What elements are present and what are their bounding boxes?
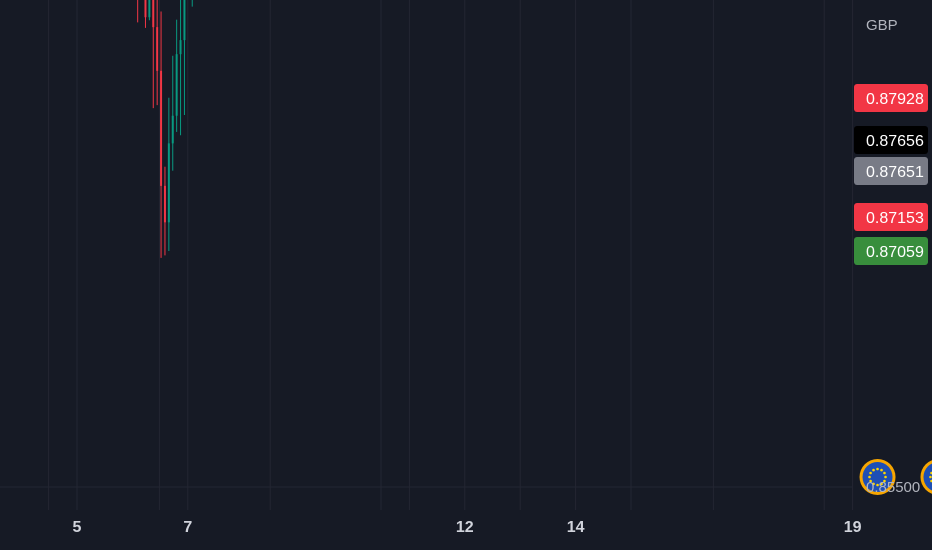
- price-tag-bg: [854, 203, 928, 231]
- candle[interactable]: [144, 0, 147, 28]
- price-tag-last-price: 0.87656: [854, 126, 928, 154]
- date-tick-label[interactable]: 14: [567, 519, 585, 536]
- candle[interactable]: [148, 0, 151, 21]
- date-tick-label[interactable]: 12: [456, 519, 474, 536]
- date-tick-label[interactable]: 5: [73, 519, 82, 536]
- eu-star: [876, 467, 879, 471]
- economic-events[interactable]: [859, 419, 932, 495]
- candle[interactable]: [183, 0, 186, 116]
- eu-flag-icon[interactable]: [920, 459, 932, 495]
- candle[interactable]: [175, 19, 178, 132]
- eu-star: [872, 468, 875, 472]
- eu-star: [868, 475, 871, 479]
- candle[interactable]: [156, 0, 159, 106]
- candle[interactable]: [171, 55, 174, 171]
- price-tag-support: 0.87153: [854, 203, 928, 231]
- candlestick-series[interactable]: [0, 0, 867, 258]
- event-flag-face: [862, 462, 893, 492]
- price-tag-label: 0.87656: [866, 133, 924, 150]
- price-tag-label: 0.87651: [866, 164, 924, 181]
- price-tag-label: 0.87928: [866, 91, 924, 108]
- candle[interactable]: [160, 11, 163, 258]
- eu-star: [883, 479, 886, 483]
- candle[interactable]: [152, 0, 155, 109]
- candle-body: [171, 115, 174, 144]
- candle-body: [148, 0, 151, 18]
- eu-star: [880, 482, 883, 486]
- candle-body: [144, 0, 147, 18]
- price-tag-bg: [854, 157, 928, 185]
- price-tags: 0.87928 0.87656 0.87651 0.87153 0.87059: [854, 84, 928, 265]
- candle-body: [156, 27, 159, 71]
- eu-flag-icon[interactable]: [859, 459, 896, 495]
- price-tag-bg: [854, 237, 928, 265]
- event-flag-face: [923, 463, 932, 491]
- time-axis[interactable]: 5712141921: [73, 519, 932, 536]
- eu-star: [883, 471, 886, 475]
- eu-star: [880, 468, 883, 472]
- price-tick-label: 0.85500: [866, 479, 920, 496]
- date-tick-label[interactable]: 19: [844, 519, 862, 536]
- eu-star: [872, 482, 875, 486]
- candle-body: [163, 185, 166, 223]
- eu-star: [884, 475, 887, 479]
- price-tag-label: 0.87153: [866, 210, 924, 227]
- candle[interactable]: [167, 97, 170, 252]
- grid-lines: [0, 0, 854, 510]
- candle[interactable]: [179, 0, 182, 136]
- eu-star: [869, 479, 872, 483]
- price-axis[interactable]: GBP 0.880000.865000.860000.85500: [866, 0, 920, 496]
- eu-star: [929, 475, 932, 479]
- candle-body: [160, 70, 163, 186]
- price-tag-entry: 0.87651: [854, 157, 928, 185]
- price-tag-bg: [854, 126, 928, 154]
- currency-label: GBP: [866, 17, 898, 34]
- eu-star: [876, 483, 879, 487]
- candle[interactable]: [163, 166, 166, 256]
- eu-star: [869, 471, 872, 475]
- date-tick-label[interactable]: 7: [183, 519, 192, 536]
- price-tag-take-profit: 0.87059: [854, 237, 928, 265]
- candle-body: [179, 40, 182, 55]
- candle-body: [152, 0, 155, 28]
- candle-body: [175, 54, 178, 116]
- price-tag-bg: [854, 84, 928, 112]
- candle-body: [183, 0, 186, 41]
- price-tag-label: 0.87059: [866, 244, 924, 261]
- price-tag-stop-loss: 0.87928: [854, 84, 928, 112]
- candle-body: [167, 143, 170, 223]
